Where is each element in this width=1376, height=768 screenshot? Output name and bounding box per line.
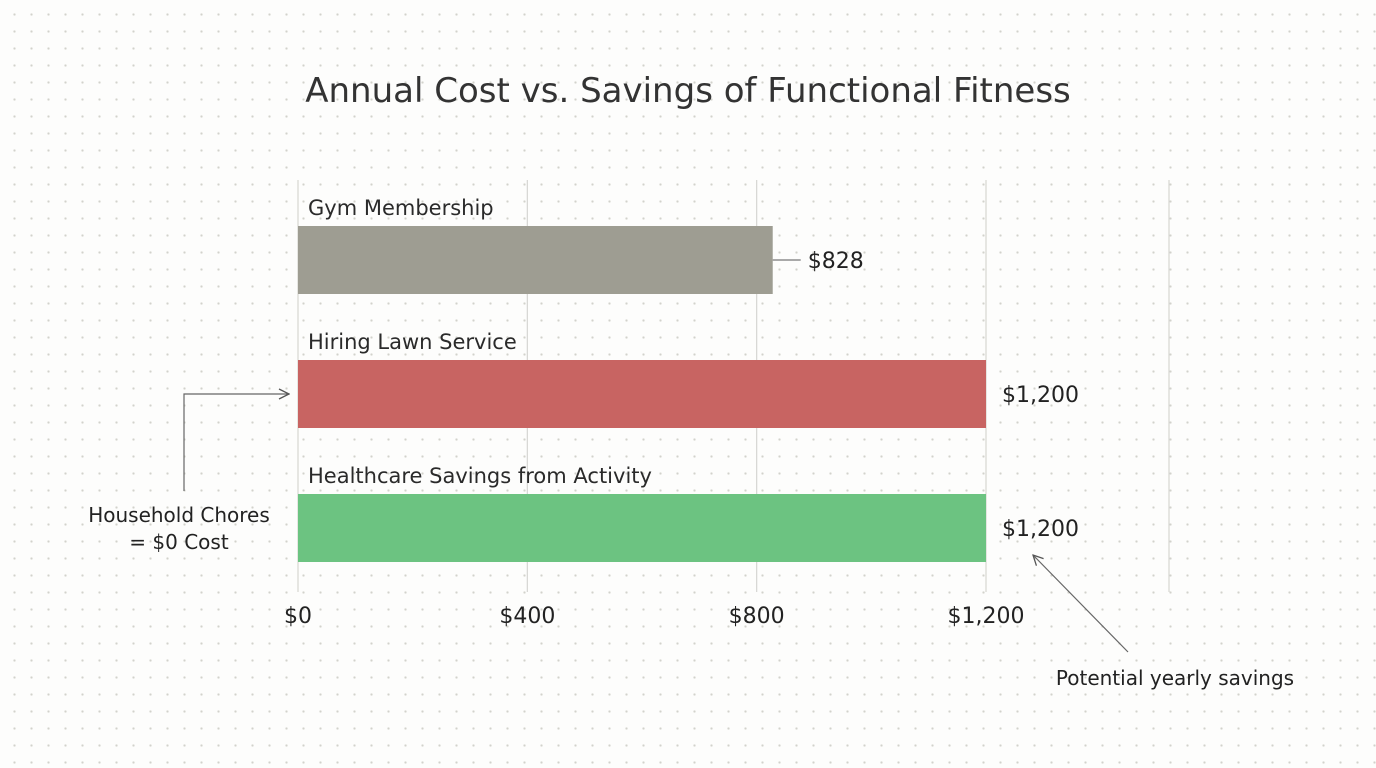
annotation-arrow-savings [1033,555,1129,653]
value-label: $1,200 [1002,517,1079,542]
x-tick-label: $400 [499,604,555,629]
bar [298,226,773,294]
category-label: Healthcare Savings from Activity [308,464,652,488]
x-tick-label: $0 [284,604,312,629]
bar [298,360,986,428]
x-tick-label: $1,200 [948,604,1025,629]
annotation-potential-savings: Potential yearly savings [1056,666,1294,690]
x-tick-label: $800 [729,604,785,629]
bars: Gym Membership $828 Hiring Lawn Service $1,… [298,196,1079,562]
annotations: Household Chores = $0 Cost Potential yearl… [88,394,1294,690]
annotation-household-chores: Household Chores = $0 Cost [88,503,270,554]
chart-title: Annual Cost vs. Savings of Functional Fi… [305,71,1071,111]
bar [298,494,986,562]
value-label: $1,200 [1002,383,1079,408]
category-label: Hiring Lawn Service [308,330,517,354]
x-axis-ticks: $0 $400 $800 $1,200 [284,604,1024,629]
category-label: Gym Membership [308,196,494,220]
value-label: $828 [808,249,864,274]
annotation-arrow-chores [183,394,289,491]
